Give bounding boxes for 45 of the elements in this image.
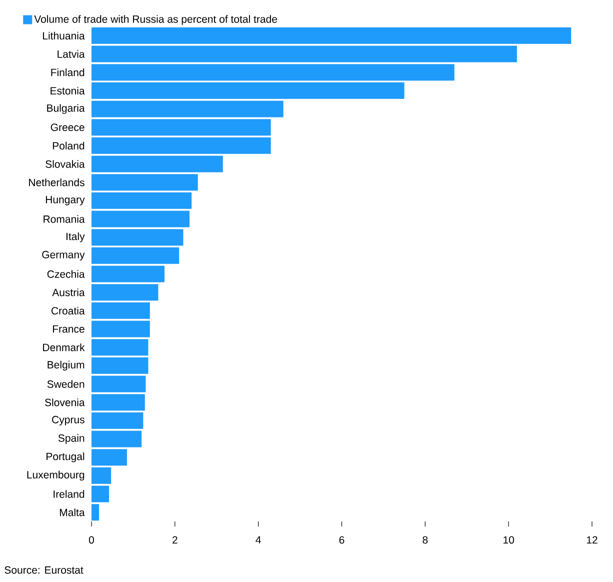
x-tick-label: 0 (88, 536, 94, 544)
bar (92, 192, 192, 209)
y-tick-label: Finland (51, 68, 84, 76)
bar (92, 412, 144, 429)
y-tick-label: Malta (60, 508, 85, 516)
y-tick-label: Lithuania (43, 32, 85, 40)
y-tick-label: Slovakia (46, 160, 85, 168)
y-tick-label: Romania (44, 215, 85, 223)
y-tick-label: Spain (58, 434, 84, 444)
x-tick-label: 2 (172, 536, 178, 544)
y-tick-label: Italy (66, 232, 85, 242)
y-tick-label: Germany (42, 250, 85, 260)
y-tick-label: Denmark (43, 343, 85, 352)
bar (92, 82, 404, 99)
y-tick-label: Czechia (47, 270, 85, 278)
y-tick-label: Ireland (54, 490, 84, 498)
y-tick-label: Hungary (46, 196, 85, 206)
y-tick-label: France (52, 325, 84, 333)
y-tick-label: Estonia (50, 86, 85, 95)
y-tick-label: Poland (52, 142, 84, 150)
bar (92, 137, 271, 154)
x-tick-label: 12 (586, 536, 598, 544)
y-tick-label: Sweden (47, 380, 84, 388)
legend-label: Volume of trade with Russia as percent of total trade (34, 15, 278, 25)
y-tick-label: Cyprus (52, 416, 84, 426)
y-tick-label: Belgium (48, 360, 84, 371)
y-tick-label: Netherlands (29, 178, 84, 186)
y-tick-label: Luxembourg (27, 470, 84, 481)
y-tick-label: Croatia (51, 306, 85, 315)
y-tick-label: Slovenia (45, 398, 85, 406)
bar (92, 27, 572, 44)
y-tick-label: Latvia (58, 50, 85, 58)
y-tick-label: Greece (50, 124, 84, 132)
x-tick-label: 6 (339, 536, 344, 544)
bar (92, 247, 180, 264)
bar (92, 467, 112, 484)
bar (92, 302, 150, 319)
x-tick-label: 10 (504, 536, 514, 544)
x-tick-label: 4 (256, 536, 261, 544)
bar (92, 357, 148, 374)
y-tick-label: Bulgaria (47, 104, 85, 114)
y-tick-label: Austria (52, 288, 85, 296)
y-tick-label: Portugal (46, 452, 84, 462)
x-tick-label: 8 (422, 536, 428, 544)
source-note: Source: Eurostat (4, 566, 84, 574)
